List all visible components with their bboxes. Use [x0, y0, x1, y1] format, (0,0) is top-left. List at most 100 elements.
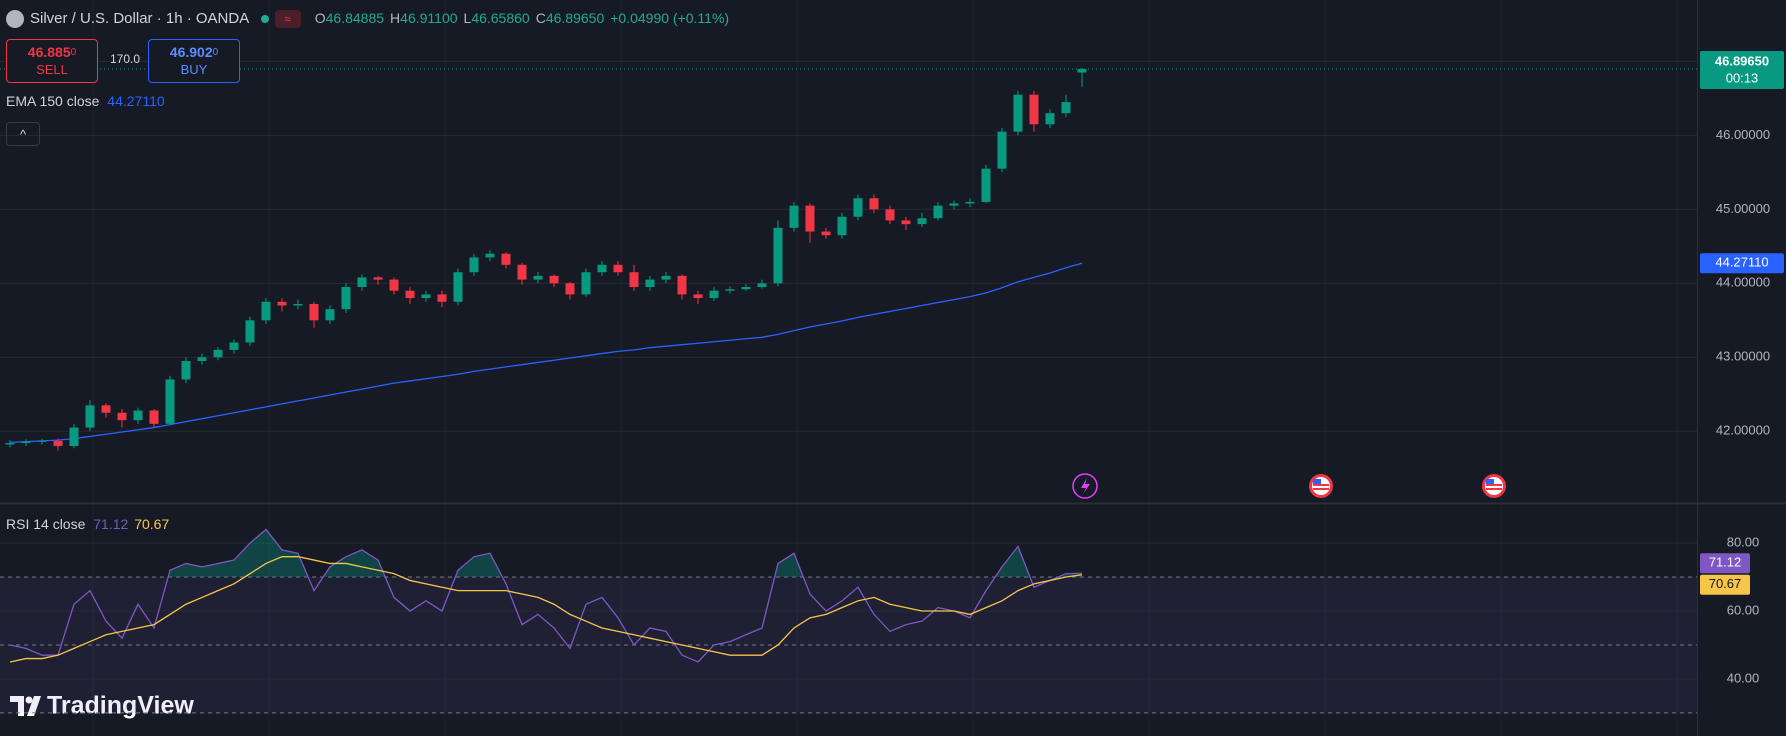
- sell-button[interactable]: 46.8850 SELL: [6, 39, 98, 83]
- candle-body: [1077, 69, 1087, 73]
- candle-body: [581, 272, 591, 295]
- event-icon[interactable]: [1072, 473, 1098, 499]
- candle-body: [693, 294, 703, 299]
- candle-body: [949, 203, 959, 206]
- rsi-value-label: 70.67: [1709, 576, 1742, 591]
- logo-text: TradingView: [47, 692, 194, 720]
- ema-label: 44.27110: [1715, 255, 1768, 270]
- candle-body: [565, 283, 575, 295]
- candle-body: [597, 264, 607, 273]
- candle-body: [901, 220, 911, 225]
- rsi-line: [9, 528, 1083, 663]
- candle-body: [709, 290, 719, 299]
- candle-body: [933, 205, 943, 219]
- candle-body: [981, 168, 991, 202]
- symbol-title[interactable]: Silver / U.S. Dollar · 1h · OANDA: [30, 10, 249, 27]
- price-change: +0.04990 (+0.11%): [610, 10, 730, 26]
- candle-body: [117, 412, 127, 421]
- last-price-label: 46.89650: [1715, 53, 1769, 68]
- ohlc-value: 46.89650: [545, 10, 605, 26]
- candle-body: [837, 216, 847, 236]
- y-tick-label: 46.00000: [1716, 127, 1770, 142]
- candle-body: [1061, 102, 1071, 114]
- ema-legend[interactable]: EMA 150 close 44.27110: [6, 93, 165, 109]
- candle-body: [437, 294, 447, 302]
- ema-line: [9, 262, 1083, 443]
- status-pill[interactable]: ≈: [274, 10, 301, 29]
- last-price-label-bg: [1700, 51, 1784, 90]
- ohlc-value: 46.91100: [400, 10, 458, 26]
- ema-label-bg: [1700, 253, 1784, 274]
- candle-body: [661, 275, 671, 280]
- countdown-label: 00:13: [1726, 70, 1759, 85]
- y-tick-label: 40.00: [1727, 670, 1760, 685]
- economic-event-flag[interactable]: [1309, 474, 1333, 498]
- rsi-value-label-bg: [1700, 553, 1750, 574]
- candle-body: [373, 277, 383, 280]
- candle-body: [853, 198, 863, 217]
- candle-body: [741, 287, 751, 290]
- ema-legend-value: 44.27110: [107, 93, 165, 109]
- ohlc-value: 46.65860: [471, 10, 530, 26]
- rsi-ma-legend-value: 70.67: [134, 516, 170, 532]
- candle-body: [805, 205, 815, 232]
- rsi-value-label-bg: [1700, 574, 1750, 595]
- spread: 170.0: [109, 52, 141, 66]
- sell-label: SELL: [36, 62, 68, 77]
- sell-price: 46.885: [27, 44, 71, 60]
- candle-body: [421, 294, 431, 299]
- candle-body: [821, 231, 831, 236]
- candle-body: [357, 277, 367, 288]
- candle-body: [725, 289, 735, 291]
- candle-body: [293, 304, 303, 306]
- candle-body: [453, 272, 463, 302]
- y-tick-label: 60.00: [1727, 602, 1760, 617]
- candle-body: [197, 357, 207, 361]
- rsi-legend[interactable]: RSI 14 close 71.12 70.67: [6, 516, 169, 532]
- candle-body: [101, 405, 111, 413]
- collapse-button[interactable]: ^: [6, 122, 40, 146]
- symbol-header: Silver / U.S. Dollar · 1h · OANDA ≈ O46.…: [6, 10, 729, 29]
- economic-event-flag[interactable]: [1482, 474, 1506, 498]
- candle-body: [277, 301, 287, 306]
- sell-price-tail: 0: [70, 47, 77, 58]
- candle-body: [533, 275, 543, 280]
- ohlc-label: C: [535, 10, 546, 26]
- candle-body: [389, 279, 399, 291]
- rsi-ma-line: [9, 556, 1083, 663]
- candle-body: [1013, 94, 1023, 132]
- buy-label: BUY: [180, 62, 208, 77]
- y-tick-label: 42.00000: [1716, 423, 1770, 438]
- candle-body: [309, 304, 319, 321]
- candle-body: [245, 320, 255, 343]
- candle-body: [85, 405, 95, 428]
- candle-body: [69, 427, 79, 447]
- candle-body: [917, 218, 927, 225]
- overbought-fill: [168, 529, 1082, 578]
- candle-body: [469, 257, 479, 273]
- y-tick-label: 44.00000: [1716, 275, 1770, 290]
- candle-body: [149, 410, 159, 424]
- candle-body: [613, 264, 623, 273]
- candle-body: [965, 201, 975, 204]
- candle-body: [501, 253, 511, 265]
- ohlc-values: O46.84885 H46.91100 L46.65860 C46.89650 +0.0…: [315, 10, 729, 26]
- rsi-legend-name: RSI 14 close: [6, 516, 86, 532]
- candle-body: [181, 360, 191, 380]
- candle-body: [1029, 94, 1039, 125]
- ohlc-label: O: [314, 10, 326, 26]
- buy-price: 46.902: [169, 44, 213, 60]
- candle-body: [757, 283, 767, 288]
- ohlc-value: 46.84885: [325, 10, 385, 26]
- candle-body: [885, 209, 895, 221]
- candle-body: [21, 441, 31, 444]
- y-tick-label: 80.00: [1727, 535, 1760, 550]
- candle-body: [405, 290, 415, 299]
- candle-body: [789, 205, 799, 228]
- candle-body: [1045, 113, 1055, 125]
- vertical-grid: [92, 0, 1678, 736]
- buy-button[interactable]: 46.9020 BUY: [148, 39, 240, 83]
- y-tick-label: 43.00000: [1716, 349, 1770, 364]
